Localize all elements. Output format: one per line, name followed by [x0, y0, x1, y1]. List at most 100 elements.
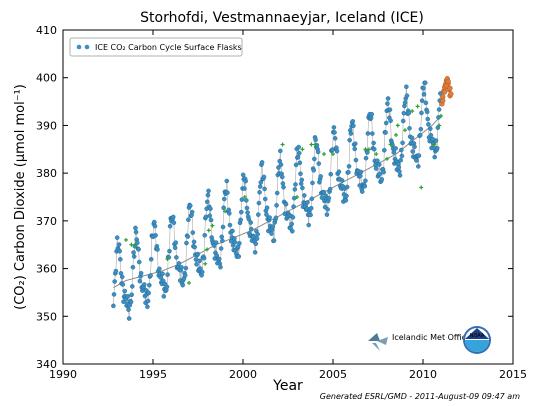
data-point — [373, 166, 379, 171]
data-point — [358, 173, 363, 179]
data-point — [359, 189, 365, 194]
data-point — [264, 205, 270, 211]
data-point — [412, 144, 417, 150]
data-point — [137, 278, 143, 284]
data-point — [253, 241, 259, 247]
data-point — [327, 186, 333, 192]
data-point — [164, 284, 170, 290]
data-point — [385, 101, 390, 106]
data-point — [376, 162, 382, 167]
data-point — [343, 198, 349, 203]
data-point — [264, 212, 269, 217]
noaa-logo-wave — [465, 340, 489, 352]
data-point — [239, 209, 244, 215]
data-point — [201, 255, 207, 261]
data-point — [428, 126, 433, 131]
data-point — [180, 282, 185, 288]
data-point — [419, 98, 425, 103]
data-point — [410, 149, 415, 154]
data-point — [399, 153, 405, 159]
data-point — [308, 205, 314, 211]
met-office-logo: Icelandic Met Office — [368, 333, 471, 351]
data-point — [433, 138, 439, 143]
data-point — [237, 240, 242, 246]
data-point — [255, 232, 260, 237]
data-point — [414, 158, 419, 163]
data-point — [158, 275, 163, 280]
data-point — [195, 251, 201, 257]
data-point — [401, 110, 407, 116]
data-point — [131, 250, 136, 255]
data-point — [371, 140, 376, 146]
data-point — [189, 209, 195, 215]
data-point — [267, 215, 272, 220]
data-point — [302, 193, 307, 198]
data-point — [152, 223, 158, 229]
data-point — [273, 215, 279, 221]
data-point — [326, 195, 332, 201]
data-point — [296, 144, 301, 150]
data-point — [274, 190, 280, 196]
data-point — [369, 111, 374, 117]
met-office-icon — [368, 333, 388, 351]
data-point — [352, 146, 357, 152]
legend-marker — [76, 44, 82, 50]
data-point — [331, 125, 337, 130]
series-preliminary-layer — [439, 76, 454, 107]
flagged-point — [187, 280, 191, 285]
data-point — [293, 162, 299, 168]
flagged-point — [419, 185, 424, 190]
data-point — [358, 169, 364, 175]
data-point — [155, 247, 160, 252]
flagged-point — [388, 142, 393, 147]
flagged-point — [280, 142, 285, 147]
data-point — [262, 196, 268, 202]
data-point — [165, 272, 170, 277]
data-point — [218, 246, 224, 251]
data-point — [293, 182, 298, 187]
data-point — [130, 284, 135, 289]
data-point — [393, 146, 398, 151]
preliminary-point — [443, 83, 450, 89]
data-point — [244, 205, 250, 211]
data-point — [111, 292, 117, 297]
met-office-text: Icelandic Met Office — [392, 333, 471, 342]
flagged-point — [395, 123, 400, 128]
data-point — [185, 234, 191, 239]
data-point — [423, 100, 429, 106]
data-point — [157, 266, 162, 272]
data-point — [381, 169, 386, 175]
data-point — [126, 316, 132, 321]
preliminary-point — [442, 89, 448, 95]
data-point — [311, 168, 317, 173]
data-point — [424, 109, 430, 115]
data-point — [153, 233, 158, 238]
data-point — [297, 160, 303, 166]
trend-line — [113, 115, 442, 289]
flagged-point — [410, 109, 415, 114]
data-point — [351, 123, 356, 129]
data-point — [292, 187, 298, 192]
data-point — [148, 256, 154, 262]
y-axis: 340 350 360 370 380 390 400 410 — [36, 24, 513, 371]
data-point — [346, 170, 351, 175]
data-point — [194, 262, 199, 267]
data-point — [409, 135, 415, 141]
data-point — [133, 229, 139, 235]
data-point — [122, 288, 128, 294]
data-point — [296, 150, 302, 156]
data-point — [261, 174, 267, 180]
noaa-logo-bird — [465, 328, 489, 339]
flagged-point — [129, 242, 134, 247]
data-point — [204, 199, 210, 205]
data-point — [232, 236, 237, 241]
data-point — [432, 154, 437, 160]
data-point — [306, 222, 311, 228]
data-point — [347, 137, 352, 143]
data-point — [281, 184, 286, 190]
flagged-point — [363, 147, 368, 152]
y-tick-label: 410 — [36, 24, 57, 37]
data-point — [328, 171, 334, 177]
x-tick-label: 2000 — [229, 368, 257, 381]
chart-title: Storhofdi, Vestmannaeyjar, Iceland (ICE) — [140, 10, 424, 26]
